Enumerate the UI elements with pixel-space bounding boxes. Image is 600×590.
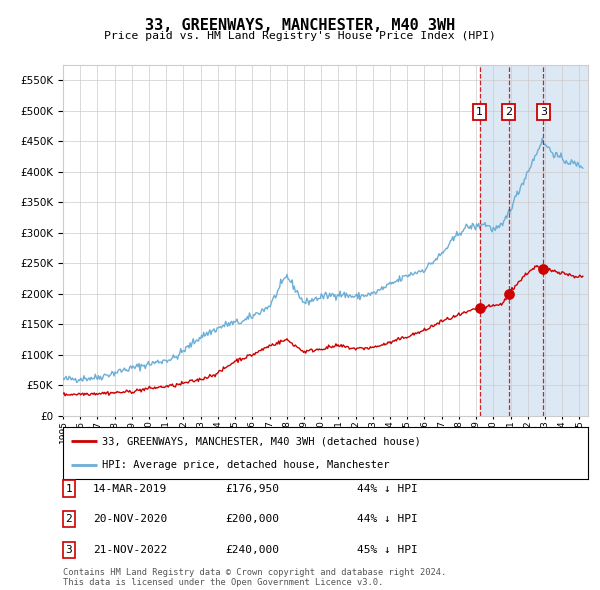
Text: 20-NOV-2020: 20-NOV-2020 bbox=[93, 514, 167, 524]
Text: 21-NOV-2022: 21-NOV-2022 bbox=[93, 545, 167, 555]
Text: 3: 3 bbox=[540, 107, 547, 117]
Point bbox=[475, 303, 484, 313]
Bar bbox=[479, 65, 588, 416]
Text: 2: 2 bbox=[65, 514, 73, 524]
Text: 1: 1 bbox=[65, 484, 73, 493]
Text: 14-MAR-2019: 14-MAR-2019 bbox=[93, 484, 167, 493]
Text: £176,950: £176,950 bbox=[225, 484, 279, 493]
Point bbox=[538, 265, 548, 274]
Text: 44% ↓ HPI: 44% ↓ HPI bbox=[357, 514, 418, 524]
Text: 44% ↓ HPI: 44% ↓ HPI bbox=[357, 484, 418, 493]
Text: Contains HM Land Registry data © Crown copyright and database right 2024.: Contains HM Land Registry data © Crown c… bbox=[63, 568, 446, 577]
Text: HPI: Average price, detached house, Manchester: HPI: Average price, detached house, Manc… bbox=[103, 460, 390, 470]
Text: 1: 1 bbox=[476, 107, 483, 117]
Text: 2: 2 bbox=[505, 107, 512, 117]
Text: 3: 3 bbox=[65, 545, 73, 555]
Text: This data is licensed under the Open Government Licence v3.0.: This data is licensed under the Open Gov… bbox=[63, 578, 383, 587]
Text: 33, GREENWAYS, MANCHESTER, M40 3WH: 33, GREENWAYS, MANCHESTER, M40 3WH bbox=[145, 18, 455, 32]
Text: £240,000: £240,000 bbox=[225, 545, 279, 555]
Text: Price paid vs. HM Land Registry's House Price Index (HPI): Price paid vs. HM Land Registry's House … bbox=[104, 31, 496, 41]
Text: £200,000: £200,000 bbox=[225, 514, 279, 524]
Text: 33, GREENWAYS, MANCHESTER, M40 3WH (detached house): 33, GREENWAYS, MANCHESTER, M40 3WH (deta… bbox=[103, 436, 421, 446]
Point bbox=[504, 289, 514, 299]
Text: 45% ↓ HPI: 45% ↓ HPI bbox=[357, 545, 418, 555]
